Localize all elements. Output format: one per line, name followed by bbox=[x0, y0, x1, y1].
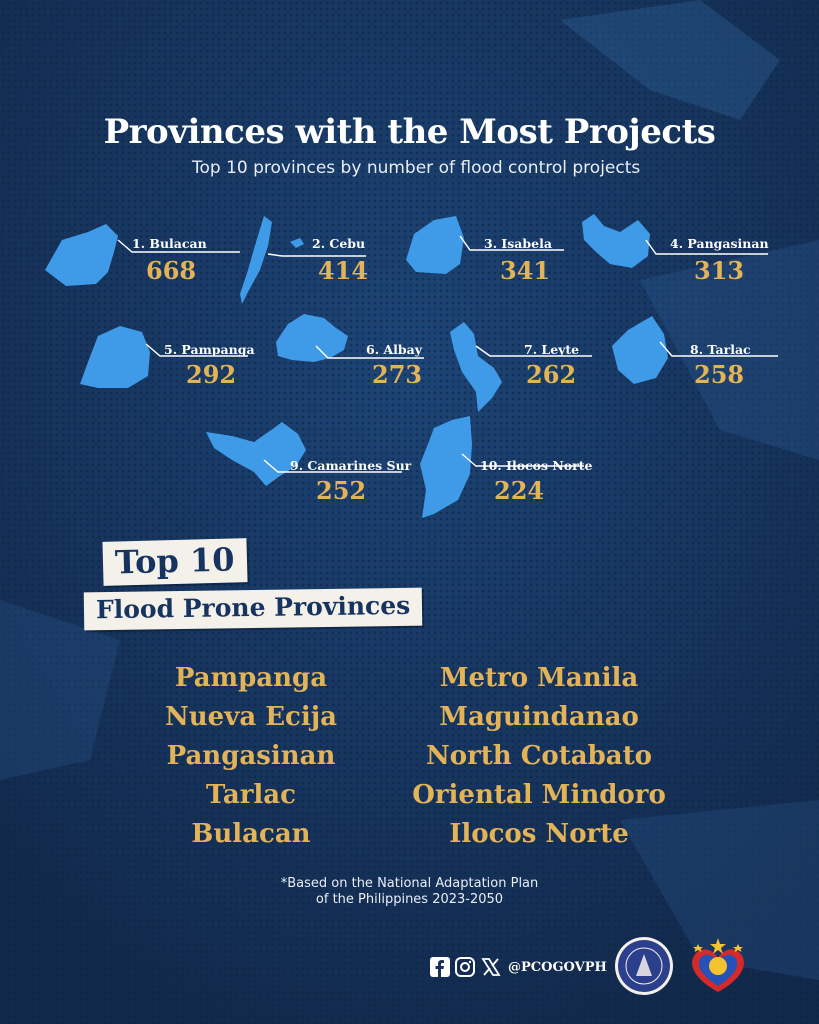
province-count: 292 bbox=[186, 360, 237, 389]
cebu-map-icon bbox=[240, 216, 366, 304]
province-label: 10. Ilocos Norte bbox=[480, 458, 593, 473]
albay-map-icon bbox=[276, 314, 424, 362]
province-pangasinan: 4. Pangasinan 313 bbox=[580, 210, 780, 290]
source-note-line2: of the Philippines 2023-2050 bbox=[315, 892, 504, 907]
page-title: Provinces with the Most Projects bbox=[103, 112, 716, 152]
province-count: 224 bbox=[494, 476, 545, 505]
province-label: 3. Isabela bbox=[484, 236, 552, 251]
flood-right-item: Maguindanao bbox=[439, 702, 639, 732]
tarlac-map-icon bbox=[612, 316, 778, 384]
province-label: 7. Leyte bbox=[524, 342, 580, 357]
instagram-icon[interactable] bbox=[455, 957, 475, 977]
province-camarines-sur: 9. Camarines Sur 252 bbox=[204, 420, 414, 505]
province-count: 668 bbox=[146, 256, 197, 285]
ilocos-norte-map-icon bbox=[420, 416, 584, 518]
flood-badge-top10: Top 10 bbox=[102, 538, 248, 586]
leyte-map-icon bbox=[450, 322, 592, 412]
flood-right-item: Oriental Mindoro bbox=[412, 780, 666, 810]
province-count: 313 bbox=[694, 256, 745, 285]
province-label: 4. Pangasinan bbox=[670, 236, 769, 251]
flood-right-item: Metro Manila bbox=[439, 663, 639, 693]
province-count: 252 bbox=[316, 476, 367, 505]
province-bulacan: 1. Bulacan 668 bbox=[40, 222, 280, 292]
flood-right-item: Ilocos Norte bbox=[449, 819, 629, 849]
pampanga-map-icon bbox=[80, 326, 248, 388]
province-leyte: 7. Leyte 262 bbox=[444, 320, 604, 416]
province-label: 5. Pampanga bbox=[164, 342, 255, 357]
isabela-map-icon bbox=[406, 216, 564, 274]
facebook-icon[interactable] bbox=[430, 957, 450, 977]
province-count: 262 bbox=[526, 360, 577, 389]
province-label: 2. Cebu bbox=[312, 236, 366, 251]
source-note-line1: *Based on the National Adaptation Plan bbox=[280, 876, 539, 891]
flood-left-item: Pangasinan bbox=[166, 741, 336, 771]
province-pampanga: 5. Pampanga 292 bbox=[76, 322, 266, 392]
source-note: *Based on the National Adaptation Plan o… bbox=[0, 876, 819, 908]
province-count: 273 bbox=[372, 360, 423, 389]
pangasinan-map-icon bbox=[582, 214, 768, 268]
pco-seal-icon bbox=[615, 937, 673, 995]
camarines-sur-map-icon bbox=[206, 422, 402, 486]
x-icon[interactable] bbox=[481, 957, 501, 977]
province-isabela: 3. Isabela 341 bbox=[404, 214, 584, 294]
province-cebu: 2. Cebu 414 bbox=[238, 212, 398, 308]
bulacan-map-icon bbox=[45, 224, 240, 286]
flood-left-item: Nueva Ecija bbox=[165, 702, 337, 732]
flood-left-item: Tarlac bbox=[206, 780, 296, 810]
province-label: 8. Tarlac bbox=[690, 342, 751, 357]
flood-left-item: Pampanga bbox=[174, 663, 328, 693]
province-label: 1. Bulacan bbox=[132, 236, 207, 251]
bagong-pilipinas-logo-icon bbox=[692, 938, 744, 992]
province-label: 9. Camarines Sur bbox=[290, 458, 412, 473]
province-tarlac: 8. Tarlac 258 bbox=[608, 312, 788, 390]
page-subtitle: Top 10 provinces by number of flood cont… bbox=[192, 158, 641, 178]
province-count: 341 bbox=[500, 256, 551, 285]
flood-badge-title: Flood Prone Provinces bbox=[83, 587, 423, 631]
province-albay: 6. Albay 273 bbox=[274, 312, 434, 389]
province-count: 258 bbox=[694, 360, 745, 389]
social-handle[interactable]: @PCOGOVPH bbox=[508, 960, 607, 975]
flood-left-item: Bulacan bbox=[191, 819, 311, 849]
province-ilocos-norte: 10. Ilocos Norte 224 bbox=[418, 414, 598, 522]
province-label: 6. Albay bbox=[366, 342, 422, 357]
flood-right-item: North Cotabato bbox=[425, 741, 653, 771]
province-count: 414 bbox=[318, 256, 369, 285]
